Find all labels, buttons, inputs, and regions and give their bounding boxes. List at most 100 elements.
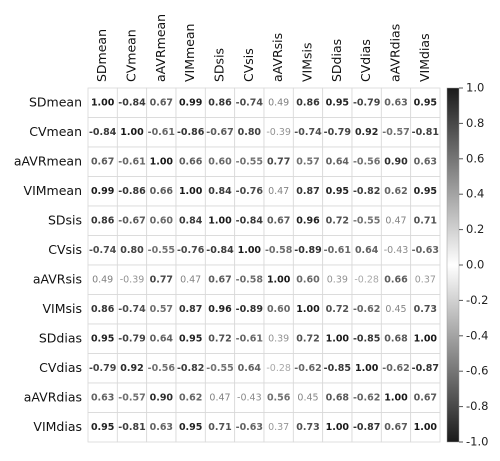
cell <box>146 323 177 354</box>
row-label: aAVRsis <box>33 271 82 286</box>
cell-label: 0.95 <box>91 422 114 433</box>
cell-label: 0.77 <box>150 274 173 285</box>
cell <box>146 146 177 177</box>
column-label: SDmean <box>94 29 109 82</box>
cell-label: -0.61 <box>324 245 351 256</box>
cell-label: 1.00 <box>296 304 320 315</box>
column-label: VIMsis <box>300 42 315 82</box>
cell <box>234 412 265 443</box>
cell <box>322 382 353 413</box>
cell-label: -0.28 <box>354 274 379 285</box>
cell-label: -0.74 <box>118 304 146 315</box>
cell <box>146 382 177 413</box>
cell <box>204 412 236 443</box>
cell-label: -0.43 <box>237 392 262 403</box>
cell-label: -0.39 <box>120 274 145 285</box>
cell-label: 0.62 <box>179 392 202 403</box>
cell <box>410 323 441 354</box>
cell-label: -0.81 <box>412 127 439 138</box>
cell <box>380 294 412 325</box>
cell <box>116 353 148 384</box>
cell-label: 0.49 <box>268 97 289 108</box>
cell <box>87 87 118 118</box>
cell-label: 0.72 <box>296 333 319 344</box>
cell-label: 0.63 <box>384 97 407 108</box>
cell-label: -0.82 <box>353 186 380 197</box>
cell-label: -0.67 <box>118 215 145 226</box>
cell <box>410 412 441 443</box>
cell <box>410 87 441 118</box>
cell <box>351 176 382 207</box>
cell-label: -0.43 <box>384 245 409 256</box>
cell <box>234 382 265 413</box>
cell-label: -0.61 <box>236 333 263 344</box>
cell-label: 0.86 <box>208 97 232 108</box>
row-label: aAVRdias <box>24 389 82 404</box>
cell-label: -0.79 <box>118 333 145 344</box>
cell <box>175 235 206 266</box>
cell <box>322 176 353 207</box>
cell-label: 1.00 <box>150 156 174 167</box>
cell <box>146 205 177 236</box>
cell <box>116 412 148 443</box>
cell <box>322 323 353 354</box>
cell-label: 0.45 <box>385 304 406 315</box>
cell-label: 0.77 <box>267 156 290 167</box>
cell-label: 0.57 <box>296 156 319 167</box>
cell <box>380 323 412 354</box>
cell <box>234 205 265 236</box>
cell <box>204 205 236 236</box>
cell-label: 0.37 <box>268 422 289 433</box>
cell-label: -0.76 <box>177 245 205 256</box>
colorbar-tick-label: -0.2 <box>466 293 488 307</box>
cell-label: -0.84 <box>206 245 234 256</box>
cell <box>204 294 236 325</box>
cell <box>175 353 206 384</box>
cell-label: -0.39 <box>266 127 291 138</box>
cell-label: 0.45 <box>297 392 318 403</box>
cell-label: 0.92 <box>355 127 378 138</box>
column-label: CVsis <box>241 48 256 82</box>
cell-label: -0.84 <box>89 127 117 138</box>
cell-label: 1.00 <box>384 392 408 403</box>
cell-label: 0.95 <box>414 97 437 108</box>
cell-label: 0.67 <box>208 274 231 285</box>
cell-label: 0.87 <box>179 304 202 315</box>
cell-label: 0.64 <box>326 156 350 167</box>
cell <box>410 117 441 148</box>
cell-label: -0.81 <box>118 422 145 433</box>
cell <box>292 87 324 118</box>
cell-label: 0.95 <box>326 186 349 197</box>
cell-label: 0.63 <box>150 422 173 433</box>
cell-label: 1.00 <box>91 97 115 108</box>
row-label: SDsis <box>48 212 82 227</box>
cell-label: 0.60 <box>208 156 232 167</box>
cell-label: 0.95 <box>179 333 202 344</box>
cell-label: -0.74 <box>294 127 322 138</box>
cell-label: 1.00 <box>414 333 438 344</box>
cell-label: 0.95 <box>414 186 437 197</box>
colorbar-tick-label: 0.0 <box>466 258 484 272</box>
cell <box>380 176 412 207</box>
cell <box>410 294 441 325</box>
cell <box>263 382 294 413</box>
cell <box>204 117 236 148</box>
cell <box>116 382 148 413</box>
cell <box>175 146 206 177</box>
cell-label: 0.67 <box>267 215 290 226</box>
cell-label: 1.00 <box>179 186 203 197</box>
cell-label: 0.63 <box>91 392 114 403</box>
cell <box>263 117 294 148</box>
cell <box>87 205 118 236</box>
cell <box>263 353 294 384</box>
cell-label: 0.86 <box>91 304 115 315</box>
cell-label: 0.64 <box>150 333 174 344</box>
cell <box>263 323 294 354</box>
cell-label: 0.64 <box>355 245 379 256</box>
cell-label: 0.99 <box>179 97 202 108</box>
cell-label: -0.86 <box>177 127 205 138</box>
colorbar-tick-label: 0.6 <box>466 151 484 165</box>
cell-label: -0.63 <box>236 422 263 433</box>
cell <box>87 294 118 325</box>
cell-label: -0.55 <box>148 245 175 256</box>
